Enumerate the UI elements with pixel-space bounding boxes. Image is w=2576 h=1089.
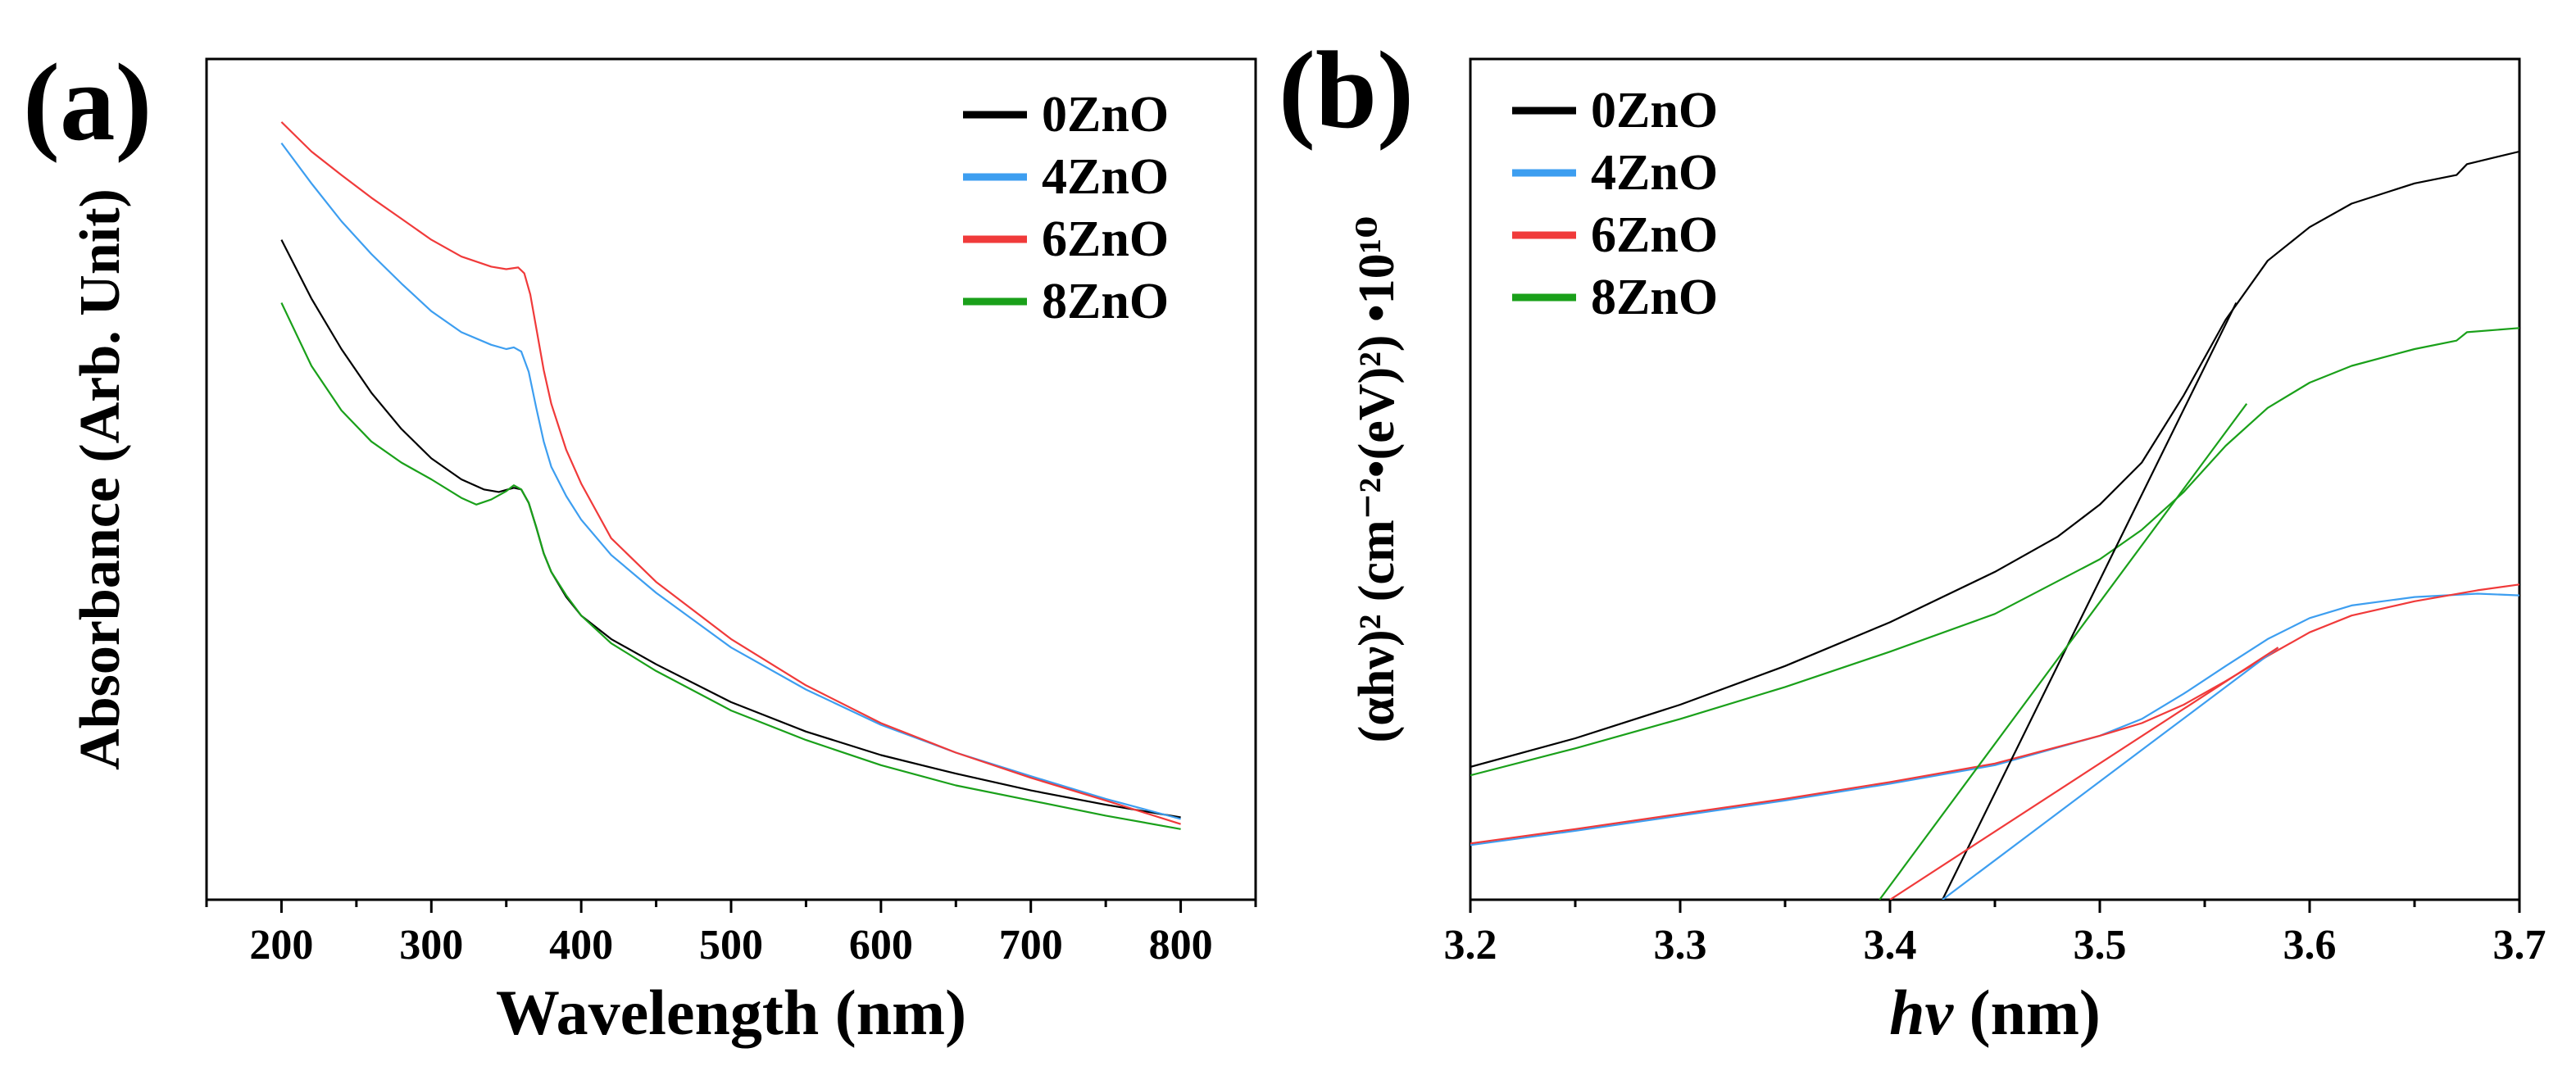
panel-b-tangent-6ZnO <box>1889 647 2279 900</box>
panel-a-legend-label-6ZnO: 6ZnO <box>1042 211 1169 267</box>
panel-b-tangent-4ZnO <box>1942 647 2279 900</box>
panel-a-legend-label-8ZnO: 8ZnO <box>1042 274 1169 329</box>
panel-b-legend: 0ZnO 4ZnO 6ZnO 8ZnO <box>1512 83 1718 325</box>
panel-a-series-8ZnO <box>280 302 1181 830</box>
panel-b-x-tick-label: 3.4 <box>1864 922 1917 969</box>
panel-a-x-tick-label: 400 <box>549 922 613 969</box>
panel-b-tangent-8ZnO <box>1879 403 2248 900</box>
panel-b-legend-label-0ZnO: 0ZnO <box>1591 83 1718 138</box>
panel-b-x-axis-label-italic: hv <box>1889 977 1954 1048</box>
panel-b-series-6ZnO <box>1470 583 2519 845</box>
panel-a-series-4ZnO <box>280 142 1181 820</box>
panel-b-y-axis-label: (αhν)² (cm⁻²•(eV)²) •10¹⁰ <box>1349 216 1405 743</box>
panel-a-x-tick-label: 200 <box>249 922 313 969</box>
panel-a-legend: 0ZnO 4ZnO 6ZnO 8ZnO <box>963 87 1169 329</box>
panel-a-legend-label-4ZnO: 4ZnO <box>1042 149 1169 205</box>
panel-a-x-tick-label: 600 <box>849 922 913 969</box>
panel-b-x-tick-label: 3.7 <box>2493 922 2546 969</box>
panel-a: (a) 200 300 400 500 600 700 800 Wavelength (nm… <box>23 42 1257 1048</box>
panel-a-y-axis-label: Absorbance (Arb. Unit) <box>69 188 132 770</box>
panel-b-x-tick-label: 3.6 <box>2283 922 2337 969</box>
panel-a-x-tick-label: 500 <box>699 922 763 969</box>
panel-b-tangent-0ZnO <box>1942 302 2238 900</box>
panel-b-legend-label-4ZnO: 4ZnO <box>1591 145 1718 201</box>
panel-a-legend-label-0ZnO: 0ZnO <box>1042 87 1169 143</box>
panel-b-legend-label-8ZnO: 8ZnO <box>1591 270 1718 325</box>
panel-a-label: (a) <box>23 42 152 164</box>
panel-b-x-tick-label: 3.2 <box>1444 922 1497 969</box>
panel-a-x-tick-label: 700 <box>999 922 1063 969</box>
panel-a-x-tick-label: 800 <box>1149 922 1213 969</box>
panel-b-series-8ZnO <box>1470 327 2519 777</box>
panel-b: (b) 3.2 3.3 3.4 3.5 3.6 3.7 hv (nm) (αhν)² (c… <box>1279 29 2546 1048</box>
panel-a-x-axis-label: Wavelength (nm) <box>496 977 966 1048</box>
panel-b-x-axis-label-unit: (nm) <box>1953 977 2101 1048</box>
panel-b-x-tick-label: 3.3 <box>1654 922 1707 969</box>
panel-b-series-4ZnO <box>1470 592 2519 846</box>
panel-b-label: (b) <box>1279 29 1414 152</box>
panel-b-x-tick-label: 3.5 <box>2074 922 2127 969</box>
panel-b-series-0ZnO <box>1470 150 2519 768</box>
panel-b-x-axis-label: hv (nm) <box>1889 977 2101 1048</box>
panel-a-x-tick-label: 300 <box>399 922 463 969</box>
panel-b-legend-label-6ZnO: 6ZnO <box>1591 207 1718 263</box>
panel-a-series-6ZnO <box>280 121 1181 825</box>
